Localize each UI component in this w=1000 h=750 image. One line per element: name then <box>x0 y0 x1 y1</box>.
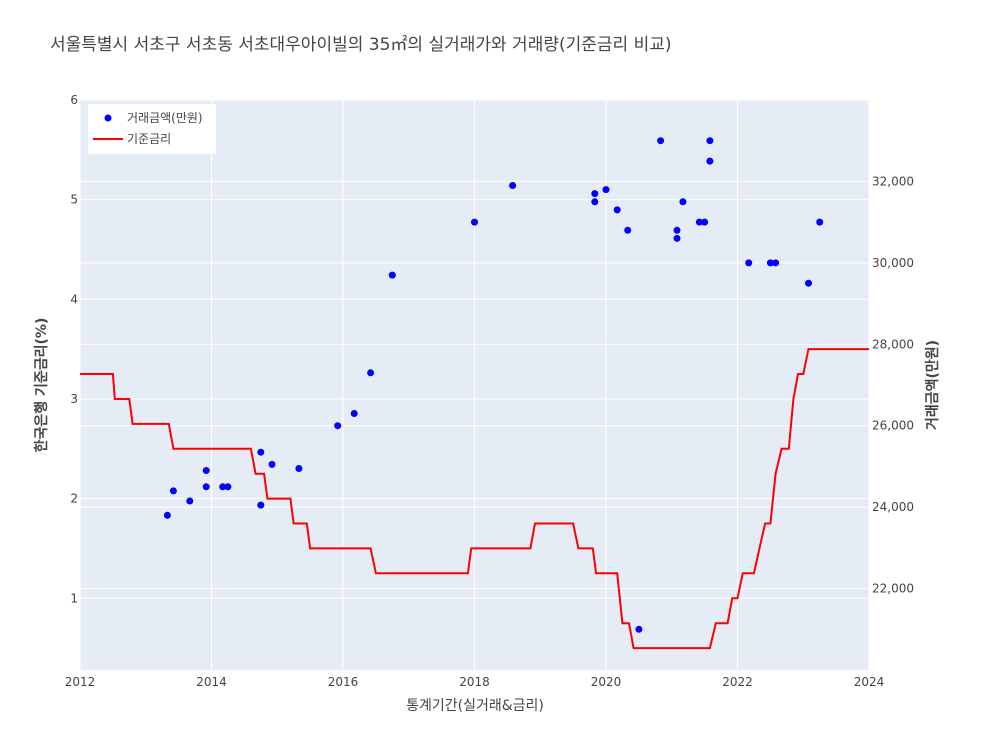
y-right-tick-label: 24,000 <box>872 500 914 514</box>
x-tick-label: 2014 <box>196 675 227 689</box>
y-left-tick-label: 6 <box>70 93 78 107</box>
chart-title: 서울특별시 서초구 서초동 서초대우아이빌의 35㎡의 실거래가와 거래량(기준… <box>50 35 671 55</box>
y-left-tick-label: 5 <box>70 193 78 207</box>
price-point[interactable] <box>772 259 780 267</box>
price-point[interactable] <box>202 467 210 474</box>
legend-item-rate[interactable]: 기준금리 <box>127 132 171 146</box>
price-point[interactable] <box>202 483 210 491</box>
price-point[interactable] <box>388 271 396 279</box>
price-point[interactable] <box>350 410 358 417</box>
price-point[interactable] <box>268 460 276 468</box>
rate-series-line <box>80 348 869 650</box>
price-point[interactable] <box>706 137 714 145</box>
price-point[interactable] <box>367 369 375 377</box>
x-tick-label: 2016 <box>328 675 359 689</box>
price-point[interactable] <box>657 137 665 145</box>
price-point[interactable] <box>295 465 303 472</box>
price-point[interactable] <box>163 511 171 519</box>
x-axis-label: 통계기간(실거래&금리) <box>406 698 544 714</box>
x-tick-label: 2024 <box>854 675 885 689</box>
y-left-tick-label: 2 <box>70 492 78 506</box>
price-point[interactable] <box>706 157 714 165</box>
price-point[interactable] <box>257 501 265 509</box>
price-point[interactable] <box>805 279 812 287</box>
y-right-tick-label: 28,000 <box>872 337 914 351</box>
price-point[interactable] <box>766 259 774 267</box>
y-right-tick-label: 26,000 <box>872 419 914 433</box>
grid-lines <box>79 99 870 670</box>
price-point[interactable] <box>816 218 824 226</box>
price-point[interactable] <box>224 483 232 491</box>
y-right-tick-label: 22,000 <box>872 582 914 596</box>
y-left-tick-label: 4 <box>70 292 78 306</box>
y-right-axis-ticks: 22,000 24,000 26,000 28,000 30,000 32,000 <box>872 174 914 595</box>
legend-scatter-marker <box>104 114 112 122</box>
price-point[interactable] <box>673 234 681 242</box>
price-point[interactable] <box>679 198 687 206</box>
legend-item-price[interactable]: 거래금액(만원) <box>127 111 203 125</box>
y-right-tick-label: 30,000 <box>872 256 914 270</box>
price-point[interactable] <box>334 422 342 430</box>
price-point[interactable] <box>695 218 703 226</box>
x-tick-label: 2012 <box>65 675 96 689</box>
price-point[interactable] <box>624 226 632 234</box>
x-tick-label: 2020 <box>591 675 622 689</box>
price-point[interactable] <box>169 487 177 495</box>
y-left-axis-ticks: 1 2 3 4 5 6 <box>70 93 78 605</box>
price-point[interactable] <box>701 218 709 226</box>
y-left-axis-label: 한국은행 기준금리(%) <box>34 318 50 453</box>
price-point[interactable] <box>635 625 643 633</box>
y-left-tick-label: 1 <box>70 591 78 605</box>
x-axis-ticks: 2012 2014 2016 2018 2020 2022 2024 <box>65 675 885 689</box>
price-point[interactable] <box>257 448 265 456</box>
price-point[interactable] <box>219 483 227 491</box>
y-right-tick-label: 32,000 <box>872 174 914 188</box>
price-point[interactable] <box>186 497 194 505</box>
price-scatter-layer <box>163 137 824 633</box>
price-point[interactable] <box>591 190 599 198</box>
y-right-axis-label: 거래금액(만원) <box>924 340 941 430</box>
price-point[interactable] <box>602 186 610 194</box>
y-left-tick-label: 3 <box>70 392 78 406</box>
price-point[interactable] <box>745 259 753 267</box>
price-point[interactable] <box>673 226 681 234</box>
price-point[interactable] <box>591 198 599 206</box>
price-point[interactable] <box>471 218 478 226</box>
x-tick-label: 2022 <box>722 675 753 689</box>
x-tick-label: 2018 <box>459 675 490 689</box>
price-point[interactable] <box>509 182 517 189</box>
legend[interactable]: 거래금액(만원) 기준금리 <box>88 104 216 154</box>
rate-line-layer <box>80 348 869 650</box>
price-point[interactable] <box>613 206 621 214</box>
legend-box <box>88 104 216 154</box>
